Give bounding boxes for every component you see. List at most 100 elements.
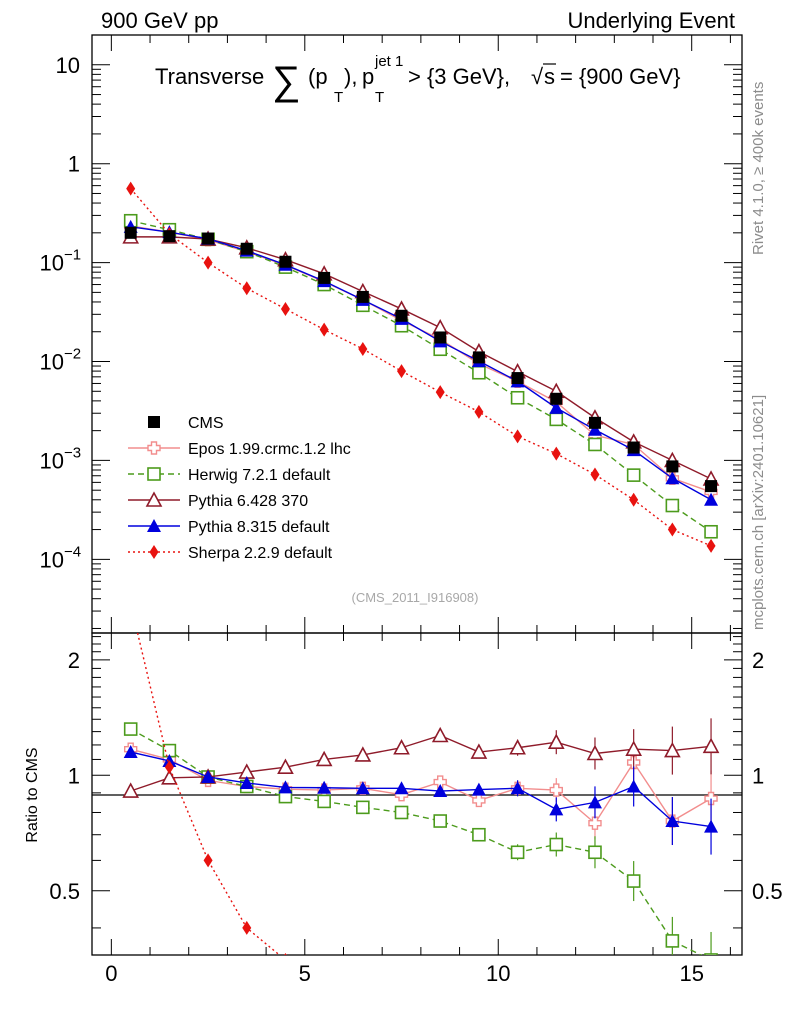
pythia-point	[587, 422, 602, 436]
sherpa-ratio-point	[126, 597, 135, 611]
title-lead: Transverse	[155, 64, 264, 89]
header-right: Underlying Event	[567, 8, 735, 33]
pythia-point	[549, 400, 564, 414]
sherpa-ratio-point	[358, 969, 367, 983]
cms-data-point	[395, 309, 408, 322]
ratio-tick-label-right: 0.5	[752, 879, 783, 904]
epos-ratio-point	[433, 775, 447, 789]
title-energy: = {900 GeV}	[560, 64, 681, 89]
herwig-ratio-point	[472, 827, 486, 842]
sherpa-ratio-point	[474, 980, 483, 994]
sherpa-ratio-point	[707, 999, 716, 1013]
pythia-ratio-point	[354, 746, 372, 762]
y-tick-label-exponent: −1	[64, 247, 81, 264]
title-sup-jet1: jet 1	[374, 53, 403, 70]
sherpa-point	[435, 385, 445, 400]
title-p: p	[362, 64, 374, 89]
pythia-ratio-point	[509, 739, 526, 755]
y-tick-label: 10	[40, 547, 64, 572]
legend-label-epos: Epos 1.99.crmc.1.2 lhc	[188, 441, 351, 458]
pythia-ratio-point	[626, 779, 641, 793]
herwig-ratio-point	[626, 874, 641, 888]
legend-marker-pythia	[145, 491, 163, 507]
y-tick-label-exponent: −3	[64, 444, 81, 461]
y-tick-label: 10	[40, 251, 64, 276]
plot-title: Transverse ∑ (p T ), p jet 1 T > {3 GeV}…	[155, 53, 681, 106]
y-tick-label: 10	[40, 448, 64, 473]
pythia-ratio-line	[130, 751, 712, 828]
herwig-point	[588, 437, 602, 452]
pythia-ratio-point	[704, 819, 719, 833]
cms-data-point	[202, 232, 215, 245]
legend-marker-pythia	[147, 519, 161, 532]
epos-ratio-point	[549, 783, 563, 797]
title-s: s	[544, 64, 555, 89]
mcplots-credit-text: mcplots.cern.ch [arXiv:2401.10621]	[750, 395, 767, 630]
pythia-ratio-point	[549, 802, 564, 816]
herwig-point	[472, 365, 486, 380]
herwig-point	[704, 524, 718, 539]
sherpa-point	[474, 404, 484, 419]
herwig-ratio-line	[130, 728, 703, 955]
herwig-ratio-point	[704, 953, 718, 955]
herwig-ratio-point	[123, 722, 138, 736]
pythia-ratio-point	[277, 758, 294, 774]
sherpa-point	[203, 255, 213, 270]
pythia-ratio-point	[317, 780, 332, 794]
sherpa-point	[358, 341, 368, 356]
title-sub-t1: T	[334, 89, 343, 106]
pythia-ratio-point	[394, 781, 409, 795]
pythia-ratio-point	[278, 780, 293, 794]
herwig-line	[130, 220, 712, 533]
rivet-version-text: Rivet 4.1.0, ≥ 400k events	[750, 82, 767, 255]
x-tick-label: 0	[105, 961, 117, 986]
sherpa-point	[280, 301, 290, 316]
herwig-ratio-point	[510, 845, 525, 860]
sherpa-ratio-point	[668, 1013, 677, 1024]
title-sub-t2: T	[375, 89, 384, 106]
pythia-ratio-point	[587, 795, 602, 809]
cms-data-point	[666, 460, 679, 473]
sherpa-ratio-point	[397, 980, 406, 994]
sherpa-ratio-point	[203, 853, 213, 868]
legend-marker-epos	[147, 441, 161, 455]
legend-label-herwig: Herwig 7.2.1 default	[188, 467, 331, 484]
pythia-line	[130, 226, 712, 501]
legend-label-pythia: Pythia 8.315 default	[188, 519, 330, 536]
pythia-ratio-point	[123, 745, 138, 759]
title-close: ),	[344, 64, 357, 89]
y-tick-label: 1	[68, 152, 80, 177]
sherpa-point	[551, 446, 561, 461]
herwig-point	[665, 498, 680, 513]
pythia-point	[665, 471, 680, 485]
legend-label-pythia: Pythia 6.428 370	[188, 493, 308, 510]
ratio-tick-label: 1	[68, 763, 80, 788]
x-tick-label: 15	[679, 961, 703, 986]
cms-data-point	[511, 372, 524, 385]
x-tick-label: 5	[299, 961, 311, 986]
pythia-ratio-point	[315, 750, 333, 767]
title-cut: > {3 GeV},	[408, 64, 510, 89]
sherpa-point	[397, 364, 407, 379]
sherpa-point	[126, 181, 136, 196]
sherpa-ratio-point	[242, 920, 252, 935]
herwig-ratio-point	[356, 800, 370, 815]
legend-marker-herwig	[147, 467, 161, 481]
cms-data-point	[124, 226, 137, 239]
pythia-ratio-line	[130, 734, 712, 792]
sherpa-ratio-point	[436, 980, 445, 994]
pythia-ratio-point	[702, 737, 720, 754]
sherpa-ratio-point	[513, 993, 522, 1007]
cms-data-point	[356, 290, 369, 303]
pythia-ratio-point	[586, 744, 604, 761]
pythia-ratio-point	[122, 782, 140, 798]
ratio-axis-label: Ratio to CMS	[24, 747, 41, 842]
ratio-tick-label: 0.5	[49, 879, 80, 904]
pythia-ratio-point	[665, 814, 680, 828]
sherpa-ratio-point	[320, 969, 329, 983]
y-tick-label-exponent: −2	[64, 346, 81, 363]
sherpa-point	[629, 492, 639, 507]
herwig-point	[549, 412, 564, 427]
y-tick-label: 10	[56, 53, 80, 78]
pythia-ratio-point	[471, 782, 486, 796]
